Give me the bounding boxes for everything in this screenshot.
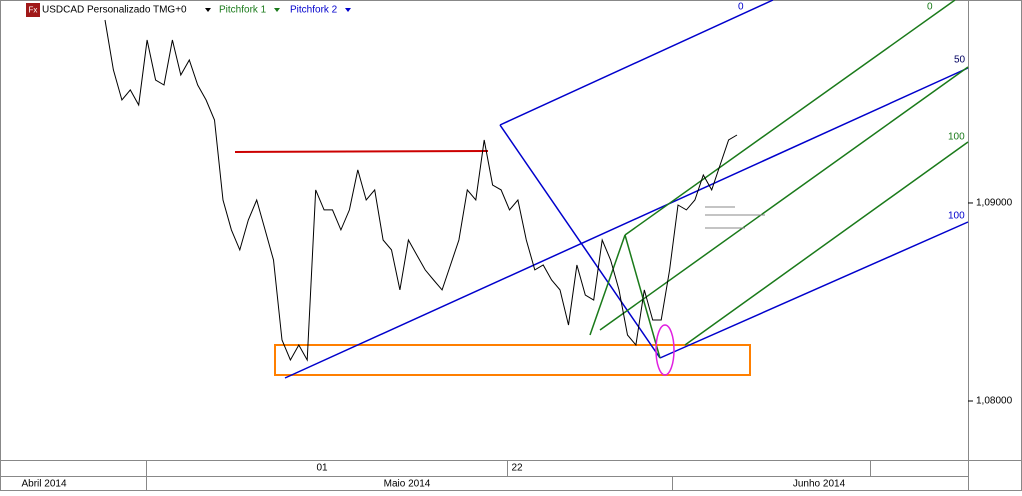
dropdown[interactable] — [205, 8, 211, 12]
highlight-ellipse — [655, 324, 675, 376]
symbol[interactable]: USDCAD Personalizado TMG+0 — [42, 5, 187, 16]
price-line — [104, 19, 738, 362]
y-tick-label: 1,08000 — [976, 396, 1013, 407]
pitchfork-1 — [589, 0, 969, 359]
x-month-label: Abril 2014 — [21, 479, 66, 490]
symbol-icon — [26, 3, 40, 17]
pitchfork-label: 100 — [948, 132, 965, 143]
pitchfork-label: 0 — [738, 2, 744, 13]
x-month-label: Maio 2014 — [384, 479, 431, 490]
tool[interactable]: Pitchfork 1 — [219, 5, 267, 16]
dropdown[interactable] — [274, 8, 280, 12]
time-separators — [146, 460, 871, 491]
symbol-icon-text: Fx — [29, 6, 38, 15]
levels — [705, 206, 765, 229]
resistance-line — [234, 150, 489, 153]
dropdown[interactable] — [345, 8, 351, 12]
x-day-label: 22 — [511, 463, 523, 474]
x-month-label: Junho 2014 — [793, 479, 846, 490]
x-day-label: 01 — [316, 463, 328, 474]
tool[interactable]: Pitchfork 2 — [290, 5, 338, 16]
pitchfork-2 — [284, 0, 969, 379]
pitchfork-label: 0 — [927, 2, 933, 13]
y-tick-label: 1,09000 — [976, 198, 1013, 209]
support-zone — [274, 344, 751, 376]
pitchfork-label: 50 — [954, 55, 966, 66]
pitchfork-label: 100 — [948, 211, 965, 222]
